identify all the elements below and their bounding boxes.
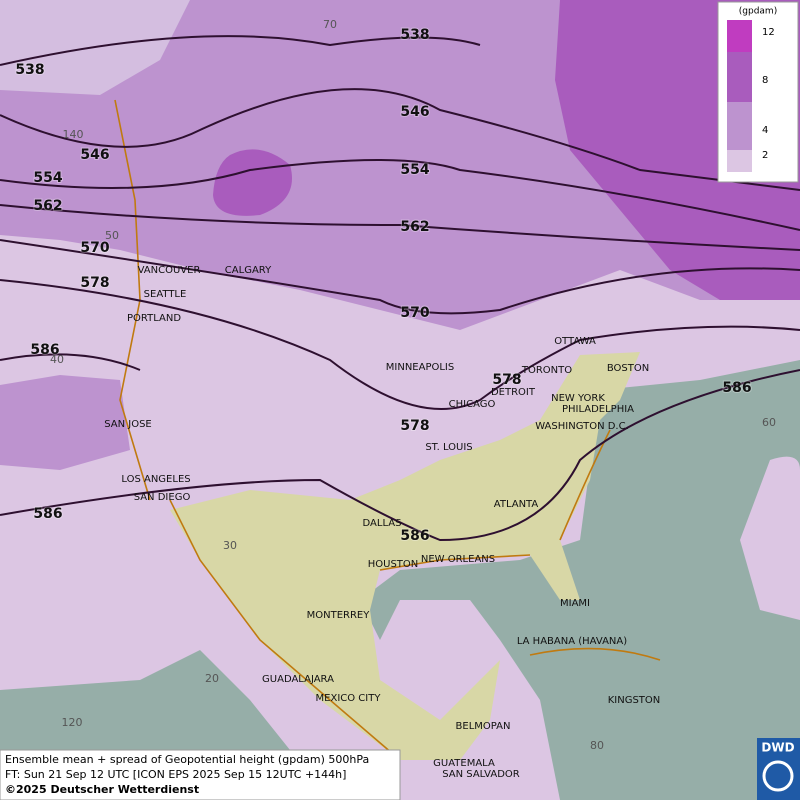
contour-label: 538 <box>400 27 429 43</box>
legend-swatch <box>727 102 752 150</box>
graticule-label: 60 <box>762 416 776 429</box>
contour-label: 586 <box>400 528 429 544</box>
contour-label: 586 <box>33 506 62 522</box>
contour-label: 578 <box>400 418 429 434</box>
graticule-label: 40 <box>50 353 64 366</box>
contour-label: 562 <box>33 198 62 214</box>
contour-label: 546 <box>80 147 109 163</box>
footer-text: ©2025 Deutscher Wetterdienst <box>5 783 199 796</box>
contour-label: 546 <box>400 104 429 120</box>
city-label: GUATEMALA <box>433 758 495 769</box>
logo-icon <box>762 760 794 792</box>
spread-region <box>213 149 292 216</box>
contour <box>0 239 800 315</box>
contour-label: 578 <box>80 275 109 291</box>
logo: DWD <box>761 741 794 755</box>
footer-box <box>0 749 401 801</box>
city-label: GUADALAJARA <box>262 674 334 685</box>
legend-swatch <box>727 150 752 172</box>
city-label: OTTAWA <box>554 336 596 347</box>
city-label: HOUSTON <box>368 559 419 570</box>
ocean <box>360 360 800 800</box>
graticule-label: 20 <box>205 672 219 685</box>
spread-region <box>0 375 130 470</box>
legend-tick: 8 <box>762 75 768 86</box>
contour <box>0 353 800 542</box>
contour-label: 586 <box>30 342 59 358</box>
city-label: BELMOPAN <box>456 721 511 732</box>
city-label: DALLAS <box>363 518 402 529</box>
city-label: CHICAGO <box>449 399 496 410</box>
graticule-label: 50 <box>105 229 119 242</box>
contour <box>0 204 800 251</box>
city-label: NEW YORK <box>551 393 605 404</box>
city-label: LA HABANA (HAVANA) <box>517 636 627 647</box>
contour <box>0 159 800 231</box>
footer-text: FT: Sun 21 Sep 12 UTC [ICON EPS 2025 Sep… <box>5 768 346 781</box>
city-label: MEXICO CITY <box>316 693 382 704</box>
graticule-label: 140 <box>63 128 84 141</box>
city-label: SAN SALVADOR <box>442 769 519 780</box>
graticule-label: 120 <box>62 716 83 729</box>
legend-swatch <box>727 20 752 52</box>
city-label: ST. LOUIS <box>425 442 472 453</box>
city-label: SAN JOSE <box>104 419 152 430</box>
city-label: MIAMI <box>560 598 590 609</box>
spread-region <box>740 456 800 620</box>
graticule-label: 70 <box>323 18 337 31</box>
city-label: PORTLAND <box>127 313 181 324</box>
coastline <box>169 429 661 761</box>
legend-swatch <box>727 52 752 102</box>
contour-label: 578 <box>492 372 521 388</box>
city-label: DETROIT <box>491 387 536 398</box>
graticule-label: 80 <box>590 739 604 752</box>
city-label: VANCOUVER <box>138 265 201 276</box>
city-label: NEW ORLEANS <box>421 554 495 565</box>
city-label: MONTERREY <box>307 610 371 621</box>
contour-label: 562 <box>400 219 429 235</box>
legend-tick: 2 <box>762 150 768 161</box>
contour-label: 554 <box>400 162 429 178</box>
city-label: SAN DIEGO <box>134 492 191 503</box>
footer-text: Ensemble mean + spread of Geopotential h… <box>5 753 369 766</box>
city-label: ATLANTA <box>494 499 539 510</box>
contour-label: 570 <box>80 240 109 256</box>
contour-label: 570 <box>400 305 429 321</box>
city-label: CALGARY <box>225 265 272 276</box>
land <box>170 352 640 760</box>
city-label: KINGSTON <box>608 695 661 706</box>
city-label: WASHINGTON D.C. <box>535 421 629 432</box>
graticule-label: 30 <box>223 539 237 552</box>
contour-label: 538 <box>15 62 44 78</box>
legend-unit: (gpdam) <box>739 7 777 17</box>
city-label: MINNEAPOLIS <box>386 362 454 373</box>
legend-tick: 4 <box>762 125 768 136</box>
city-label: PHILADELPHIA <box>562 404 634 415</box>
contour <box>0 88 800 191</box>
legend-tick: 12 <box>762 27 775 38</box>
contour-label: 554 <box>33 170 62 186</box>
city-label: BOSTON <box>607 363 649 374</box>
city-label: LOS ANGELES <box>121 474 190 485</box>
city-label: SEATTLE <box>144 289 187 300</box>
contour <box>0 35 481 66</box>
contour <box>0 279 800 410</box>
city-label: TORONTO <box>521 365 572 376</box>
contour-label: 586 <box>722 380 751 396</box>
